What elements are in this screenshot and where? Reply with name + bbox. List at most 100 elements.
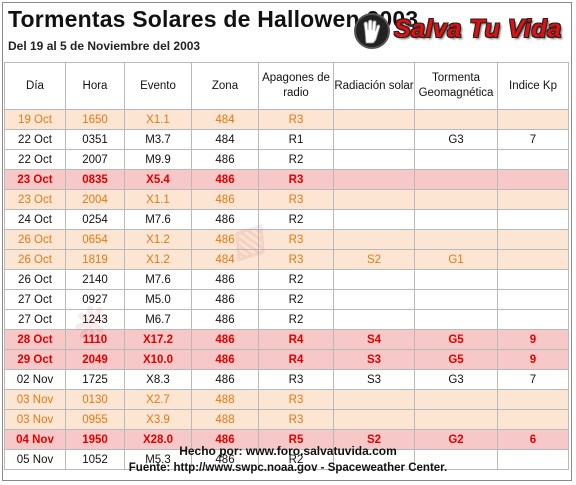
cell-zone: 488 — [191, 409, 259, 430]
cell-solar-radiation — [333, 209, 415, 230]
cell-time: 1052 — [65, 449, 125, 470]
column-header: Apagones de radio — [258, 62, 334, 110]
table-row: 27 Oct 0927 M5.0 486 R2 — [4, 289, 569, 310]
cell-time: 2049 — [65, 349, 125, 370]
cell-time: 1110 — [65, 329, 125, 350]
cell-solar-radiation — [333, 189, 415, 210]
cell-radio-blackout: R2 — [258, 269, 334, 290]
cell-day: 26 Oct — [4, 229, 66, 250]
cell-geomagnetic-storm — [414, 309, 498, 330]
cell-radio-blackout: R3 — [258, 229, 334, 250]
cell-zone: 486 — [191, 289, 259, 310]
cell-day: 26 Oct — [4, 269, 66, 290]
cell-event: X1.2 — [124, 249, 192, 270]
cell-radio-blackout: R4 — [258, 329, 334, 350]
cell-event: X8.3 — [124, 369, 192, 390]
cell-event: M5.3 — [124, 449, 192, 470]
cell-radio-blackout: R3 — [258, 169, 334, 190]
table-row: 29 Oct 2049 X10.0 486 R4 S3 G5 9 — [4, 349, 569, 370]
cell-event: X28.0 — [124, 429, 192, 450]
hand-icon — [354, 13, 390, 49]
cell-time: 1650 — [65, 109, 125, 130]
footer-credit: Hecho por: www.foro.salvatuvida.com — [179, 444, 397, 458]
cell-geomagnetic-storm — [414, 449, 498, 470]
cell-solar-radiation — [333, 389, 415, 410]
cell-zone: 486 — [191, 329, 259, 350]
table-row: 23 Oct 2004 X1.1 486 R3 — [4, 189, 569, 210]
cell-geomagnetic-storm — [414, 209, 498, 230]
cell-solar-radiation: S4 — [333, 329, 415, 350]
cell-time: 0130 — [65, 389, 125, 410]
cell-solar-radiation — [333, 409, 415, 430]
cell-time: 0654 — [65, 229, 125, 250]
cell-zone: 484 — [191, 109, 259, 130]
cell-event: X2.7 — [124, 389, 192, 410]
cell-day: 29 Oct — [4, 349, 66, 370]
table-row: 22 Oct 0351 M3.7 484 R1 G3 7 — [4, 129, 569, 150]
cell-solar-radiation — [333, 289, 415, 310]
cell-radio-blackout: R3 — [258, 369, 334, 390]
cell-kp-index: 9 — [497, 349, 569, 370]
cell-solar-radiation: S3 — [333, 349, 415, 370]
cell-time: 2007 — [65, 149, 125, 170]
table-row: 02 Nov 1725 X8.3 486 R3 S3 G3 7 — [4, 369, 569, 390]
cell-geomagnetic-storm — [414, 229, 498, 250]
cell-geomagnetic-storm — [414, 409, 498, 430]
cell-time: 0927 — [65, 289, 125, 310]
cell-geomagnetic-storm — [414, 109, 498, 130]
cell-kp-index — [497, 409, 569, 430]
cell-event: M7.6 — [124, 269, 192, 290]
cell-day: 05 Nov — [4, 449, 66, 470]
cell-geomagnetic-storm: G3 — [414, 129, 498, 150]
cell-geomagnetic-storm: G3 — [414, 369, 498, 390]
cell-solar-radiation — [333, 109, 415, 130]
cell-geomagnetic-storm: G1 — [414, 249, 498, 270]
table-row: 04 Nov 1950 X28.0 486 R5 S2 G2 6 — [4, 429, 569, 450]
cell-time: 1950 — [65, 429, 125, 450]
cell-time: 1819 — [65, 249, 125, 270]
cell-kp-index — [497, 309, 569, 330]
cell-radio-blackout: R3 — [258, 249, 334, 270]
cell-day: 27 Oct — [4, 289, 66, 310]
cell-kp-index: 7 — [497, 369, 569, 390]
cell-kp-index — [497, 249, 569, 270]
table-row: 26 Oct 1819 X1.2 484 R3 S2 G1 — [4, 249, 569, 270]
cell-event: X17.2 — [124, 329, 192, 350]
cell-day: 22 Oct — [4, 129, 66, 150]
page-title: Tormentas Solares de Hallowen 2003 — [8, 6, 419, 32]
cell-solar-radiation — [333, 449, 415, 470]
table-row: 03 Nov 0955 X3.9 488 R3 — [4, 409, 569, 430]
solar-storm-table: Día Hora Evento Zona Apagones de radio R… — [4, 62, 569, 470]
cell-day: 19 Oct — [4, 109, 66, 130]
cell-zone: 486 — [191, 349, 259, 370]
cell-time: 2140 — [65, 269, 125, 290]
table-row: 24 Oct 0254 M7.6 486 R2 — [4, 209, 569, 230]
cell-event: M7.6 — [124, 209, 192, 230]
footer-source: Fuente: http://www.swpc.noaa.gov - Space… — [128, 462, 448, 474]
cell-geomagnetic-storm — [414, 149, 498, 170]
column-header: Día — [4, 62, 66, 110]
table-row: 05 Nov 1052 M5.3 486 R2 — [4, 449, 569, 470]
logo-wordmark: Salva Tu Vida — [394, 15, 562, 43]
column-header: Evento — [124, 62, 192, 110]
cell-solar-radiation — [333, 229, 415, 250]
cell-event: X1.2 — [124, 229, 192, 250]
table-row: 27 Oct 1243 M6.7 486 R2 — [4, 309, 569, 330]
cell-zone: 486 — [191, 169, 259, 190]
cell-zone: 486 — [191, 309, 259, 330]
table-body: 19 Oct 1650 X1.1 484 R3 22 Oct 0351 M3.7 484 R1 G3… — [4, 109, 569, 470]
table-row: 19 Oct 1650 X1.1 484 R3 — [4, 109, 569, 130]
cell-event: X10.0 — [124, 349, 192, 370]
cell-event: X5.4 — [124, 169, 192, 190]
cell-radio-blackout: R2 — [258, 209, 334, 230]
column-header: Indice Kp — [497, 62, 569, 110]
table-row: 22 Oct 2007 M9.9 486 R2 — [4, 149, 569, 170]
cell-zone: 484 — [191, 129, 259, 150]
cell-geomagnetic-storm — [414, 289, 498, 310]
cell-kp-index — [497, 289, 569, 310]
cell-zone: 486 — [191, 189, 259, 210]
cell-day: 03 Nov — [4, 389, 66, 410]
cell-geomagnetic-storm: G5 — [414, 349, 498, 370]
cell-time: 2004 — [65, 189, 125, 210]
cell-zone: 486 — [191, 369, 259, 390]
